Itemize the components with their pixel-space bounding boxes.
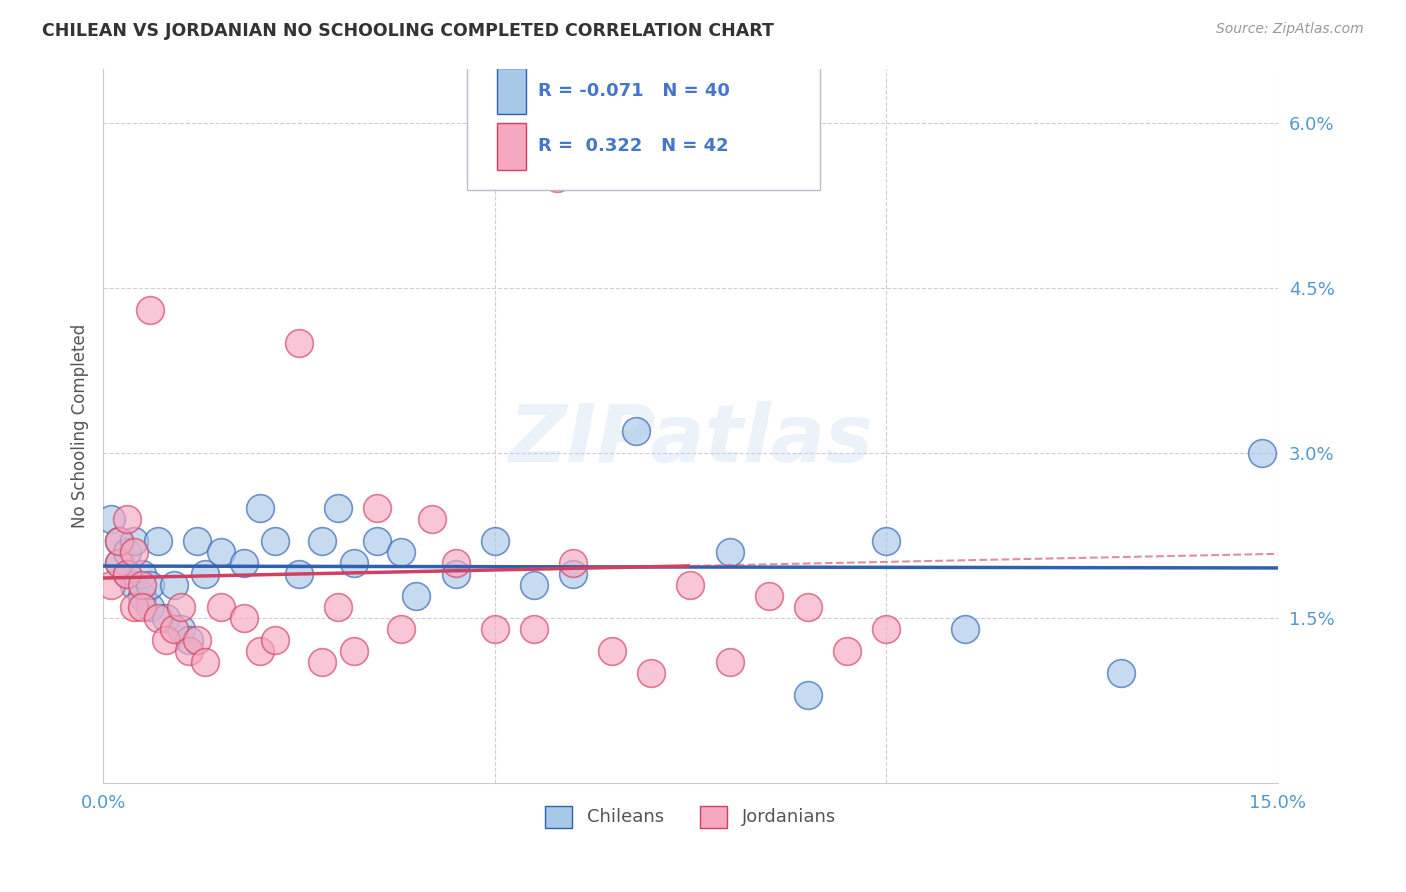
Point: [186, 633, 208, 648]
Point: [186, 534, 208, 549]
FancyBboxPatch shape: [496, 123, 526, 169]
Point: [179, 644, 201, 658]
Point: [124, 534, 146, 549]
Point: [107, 556, 129, 570]
Point: [146, 611, 169, 625]
Point: [718, 655, 741, 669]
Point: [209, 545, 232, 559]
Point: [311, 655, 333, 669]
Point: [115, 567, 138, 582]
Point: [444, 567, 467, 582]
Point: [523, 622, 546, 636]
Point: [131, 589, 153, 603]
Point: [107, 534, 129, 549]
Point: [124, 545, 146, 559]
Point: [107, 556, 129, 570]
Point: [797, 688, 820, 702]
Text: R = -0.071   N = 40: R = -0.071 N = 40: [537, 82, 730, 100]
Point: [249, 501, 271, 516]
Point: [343, 556, 366, 570]
Point: [139, 303, 162, 318]
Point: [835, 644, 858, 658]
Point: [131, 567, 153, 582]
Text: R =  0.322   N = 42: R = 0.322 N = 42: [537, 137, 728, 155]
FancyBboxPatch shape: [467, 65, 820, 190]
Point: [124, 600, 146, 615]
Point: [288, 567, 311, 582]
Point: [484, 622, 506, 636]
Point: [366, 501, 388, 516]
Point: [249, 644, 271, 658]
Point: [107, 534, 129, 549]
Point: [139, 600, 162, 615]
Point: [194, 655, 217, 669]
Point: [326, 600, 349, 615]
Point: [100, 512, 122, 526]
Point: [115, 512, 138, 526]
Point: [546, 171, 568, 186]
Point: [155, 611, 177, 625]
Point: [366, 534, 388, 549]
Point: [179, 633, 201, 648]
Y-axis label: No Schooling Completed: No Schooling Completed: [72, 324, 89, 528]
Point: [194, 567, 217, 582]
Point: [124, 578, 146, 592]
Point: [170, 622, 193, 636]
Point: [562, 567, 585, 582]
Point: [797, 600, 820, 615]
Point: [115, 545, 138, 559]
Point: [146, 534, 169, 549]
Point: [484, 534, 506, 549]
Point: [170, 600, 193, 615]
Text: ZIPatlas: ZIPatlas: [508, 401, 873, 479]
Point: [444, 556, 467, 570]
Point: [162, 622, 184, 636]
Text: Source: ZipAtlas.com: Source: ZipAtlas.com: [1216, 22, 1364, 37]
Point: [233, 611, 256, 625]
Point: [1109, 666, 1132, 681]
Point: [389, 545, 412, 559]
Point: [162, 578, 184, 592]
Point: [875, 534, 897, 549]
Point: [624, 424, 647, 438]
Point: [209, 600, 232, 615]
Point: [1251, 446, 1274, 460]
Point: [343, 644, 366, 658]
Text: CHILEAN VS JORDANIAN NO SCHOOLING COMPLETED CORRELATION CHART: CHILEAN VS JORDANIAN NO SCHOOLING COMPLE…: [42, 22, 775, 40]
Point: [288, 336, 311, 351]
FancyBboxPatch shape: [496, 68, 526, 114]
Point: [233, 556, 256, 570]
Point: [155, 633, 177, 648]
Point: [405, 589, 427, 603]
Point: [718, 545, 741, 559]
Point: [875, 622, 897, 636]
Point: [389, 622, 412, 636]
Point: [523, 578, 546, 592]
Point: [139, 578, 162, 592]
Point: [264, 534, 287, 549]
Legend: Chileans, Jordanians: Chileans, Jordanians: [538, 798, 844, 835]
Point: [562, 556, 585, 570]
Point: [115, 567, 138, 582]
Point: [264, 633, 287, 648]
Point: [624, 95, 647, 109]
Point: [679, 578, 702, 592]
Point: [100, 578, 122, 592]
Point: [311, 534, 333, 549]
Point: [600, 644, 623, 658]
Point: [131, 578, 153, 592]
Point: [326, 501, 349, 516]
Point: [131, 600, 153, 615]
Point: [420, 512, 443, 526]
Point: [953, 622, 976, 636]
Point: [758, 589, 780, 603]
Point: [640, 666, 662, 681]
